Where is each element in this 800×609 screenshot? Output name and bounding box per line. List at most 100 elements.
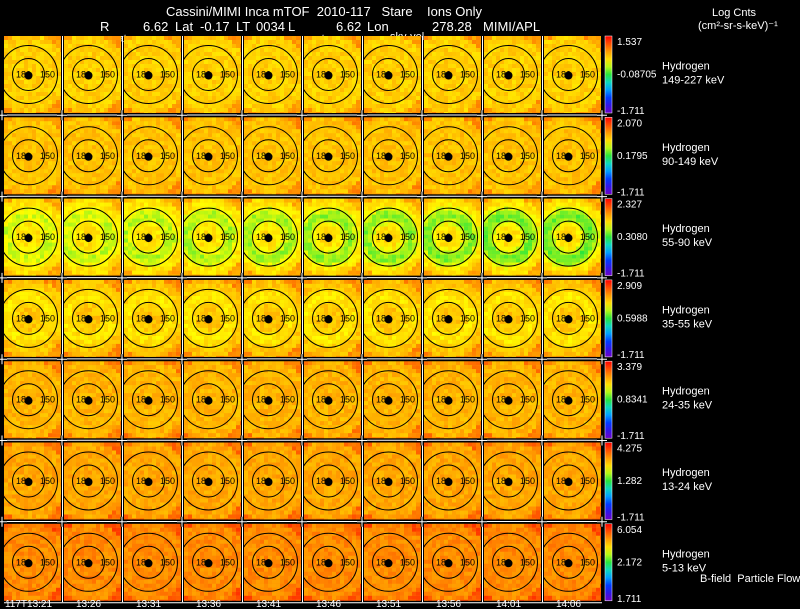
heatmap-cell bbox=[124, 177, 128, 182]
heatmap-cell bbox=[548, 64, 552, 68]
heatmap-cell bbox=[208, 181, 212, 186]
heatmap-cell bbox=[468, 60, 472, 64]
heatmap-cell bbox=[24, 56, 28, 60]
heatmap-cell bbox=[372, 117, 376, 122]
heatmap-cell bbox=[164, 60, 168, 64]
heatmap-cell bbox=[120, 145, 121, 150]
heatmap-cell bbox=[288, 88, 292, 92]
heatmap-cell bbox=[296, 52, 300, 56]
heatmap-cell bbox=[12, 76, 16, 80]
heatmap-cell bbox=[588, 100, 592, 104]
heatmap-cell bbox=[212, 68, 216, 72]
heatmap-cell bbox=[184, 112, 188, 113]
heatmap-cell bbox=[272, 64, 276, 68]
heatmap-cell bbox=[592, 56, 596, 60]
heatmap-cell bbox=[232, 92, 236, 96]
heatmap-cell bbox=[356, 161, 360, 166]
heatmap-cell bbox=[388, 121, 392, 126]
heatmap-cell bbox=[372, 40, 376, 44]
heatmap-cell bbox=[232, 153, 236, 158]
heatmap-cell bbox=[132, 133, 136, 138]
heatmap-cell bbox=[260, 72, 264, 76]
heatmap-cell bbox=[112, 153, 116, 158]
heatmap-cell bbox=[88, 117, 92, 122]
heatmap-cell bbox=[272, 157, 276, 162]
heatmap-cell bbox=[68, 177, 72, 182]
units-label-line1: Log Cnts bbox=[712, 6, 756, 20]
heatmap-cell bbox=[48, 96, 52, 100]
heatmap-cell bbox=[244, 100, 248, 104]
heatmap-cell bbox=[292, 173, 296, 178]
heatmap-cell bbox=[576, 52, 580, 56]
heatmap-cell bbox=[388, 52, 392, 56]
heatmap-cell bbox=[8, 80, 12, 84]
heatmap-cell bbox=[516, 40, 520, 44]
heatmap-cell bbox=[236, 161, 240, 166]
heatmap-cell bbox=[536, 52, 540, 56]
heatmap-cell bbox=[156, 193, 160, 195]
heatmap-cell bbox=[504, 112, 508, 113]
heatmap-cell bbox=[348, 141, 352, 146]
heatmap-cell bbox=[376, 108, 380, 112]
heatmap-cell bbox=[104, 121, 108, 126]
heatmap-cell bbox=[76, 96, 80, 100]
heatmap-cell bbox=[468, 76, 472, 80]
heatmap-cell bbox=[232, 100, 236, 104]
heatmap-cell bbox=[376, 129, 380, 134]
heatmap-cell bbox=[520, 84, 524, 88]
heatmap-cell bbox=[100, 40, 104, 44]
heatmap-cell bbox=[400, 76, 404, 80]
heatmap-cell bbox=[428, 88, 432, 92]
heatmap-cell bbox=[12, 185, 16, 190]
heatmap-cell bbox=[144, 185, 148, 190]
heatmap-cell bbox=[176, 92, 180, 96]
heatmap-cell bbox=[272, 193, 276, 195]
heatmap-cell bbox=[436, 76, 440, 80]
heatmap-cell bbox=[52, 189, 56, 194]
heatmap-cell bbox=[64, 60, 68, 64]
heatmap-cell bbox=[472, 40, 476, 44]
heatmap-cell bbox=[168, 108, 172, 112]
heatmap-cell bbox=[200, 133, 204, 138]
heatmap-cell bbox=[576, 92, 580, 96]
heatmap-cell bbox=[68, 161, 72, 166]
heatmap-cell bbox=[572, 108, 576, 112]
heatmap-cell bbox=[168, 193, 172, 195]
heatmap-cell bbox=[352, 153, 356, 158]
heatmap-cell bbox=[104, 108, 108, 112]
heatmap-panel: 180 150 bbox=[364, 36, 421, 113]
heatmap-cell bbox=[544, 64, 548, 68]
heatmap-cell bbox=[440, 100, 444, 104]
heatmap-cell bbox=[500, 36, 504, 40]
heatmap-cell bbox=[44, 173, 48, 178]
heatmap-cell bbox=[12, 96, 16, 100]
heatmap-cell bbox=[592, 84, 596, 88]
heatmap-cell bbox=[240, 149, 241, 154]
heatmap-cell bbox=[236, 157, 240, 162]
heatmap-cell bbox=[340, 161, 344, 166]
heatmap-cell bbox=[48, 137, 52, 142]
heatmap-cell bbox=[120, 40, 121, 44]
heatmap-cell bbox=[128, 92, 132, 96]
heatmap-cell bbox=[248, 40, 252, 44]
heatmap-cell bbox=[180, 177, 181, 182]
heatmap-cell bbox=[136, 169, 140, 174]
heatmap-cell bbox=[416, 96, 420, 100]
heatmap-cell bbox=[184, 145, 188, 150]
heatmap-cell bbox=[212, 60, 216, 64]
heatmap-cell bbox=[296, 125, 300, 130]
heatmap-cell bbox=[480, 104, 481, 108]
heatmap-cell bbox=[336, 76, 340, 80]
heatmap-cell bbox=[388, 100, 392, 104]
heatmap-cell bbox=[364, 56, 368, 60]
heatmap-cell bbox=[244, 137, 248, 142]
heatmap-cell bbox=[76, 121, 80, 126]
heatmap-cell bbox=[44, 56, 48, 60]
heatmap-cell bbox=[372, 64, 376, 68]
heatmap-cell bbox=[292, 145, 296, 150]
heatmap-cell bbox=[356, 96, 360, 100]
heatmap-cell bbox=[560, 40, 564, 44]
heatmap-cell bbox=[332, 117, 336, 122]
heatmap-cell bbox=[416, 88, 420, 92]
heatmap-cell bbox=[592, 68, 596, 72]
